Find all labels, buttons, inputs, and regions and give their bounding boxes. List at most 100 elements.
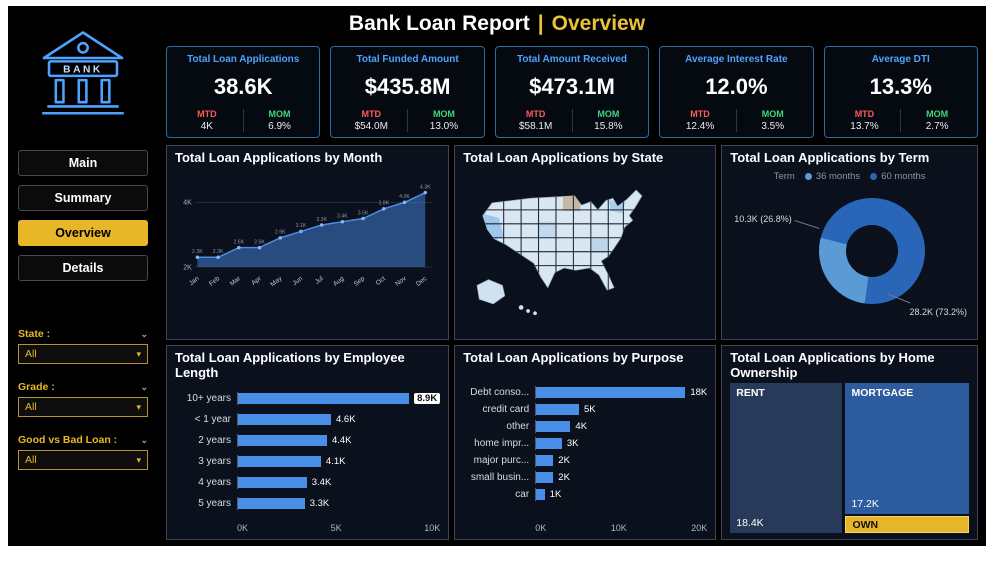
state-north-central[interactable] — [563, 195, 581, 211]
bar[interactable] — [536, 472, 554, 484]
bar-value-label: 3K — [566, 438, 579, 450]
svg-text:May: May — [269, 275, 284, 289]
us-mainland[interactable] — [482, 189, 643, 291]
bar[interactable] — [238, 456, 321, 468]
legend-item-36-months[interactable]: 36 months — [804, 170, 861, 182]
state-southeast[interactable] — [591, 238, 608, 253]
bar-category-label: home impr... — [474, 438, 530, 450]
bar[interactable] — [536, 404, 579, 416]
panel-loan-by-purpose: Total Loan Applications by Purpose Debt … — [454, 345, 717, 540]
chevron-down-icon[interactable]: ⌄ — [140, 434, 148, 445]
panel-loan-by-month: Total Loan Applications by Month 2K 4K 2.3… — [166, 145, 450, 340]
bar[interactable] — [238, 498, 305, 510]
bar[interactable] — [536, 438, 562, 450]
chart-title: Total Loan Applications by Employee Leng… — [175, 350, 405, 380]
sidebar-item-summary[interactable]: Summary — [18, 185, 148, 211]
svg-text:Jul: Jul — [314, 275, 325, 286]
treemap-node-own[interactable]: OWN — [845, 516, 969, 533]
kpi-average-dti[interactable]: Average DTI 13.3% MTD 13.7% MOM 2.7% — [823, 46, 978, 138]
chevron-down-icon: ▾ — [136, 401, 141, 412]
filter-grade-dropdown[interactable]: All ▾ — [18, 397, 148, 417]
kpi-average-interest-rate[interactable]: Average Interest Rate 12.0% MTD 12.4% MOM… — [659, 46, 814, 138]
svg-text:3.8K: 3.8K — [378, 201, 389, 207]
filter-state-header: State : ⌄ — [18, 328, 148, 340]
bar[interactable] — [536, 489, 545, 501]
bar-row: Debt conso... 18K — [463, 386, 707, 400]
chart-title: Total Loan Applications by Home Ownershi… — [730, 350, 935, 380]
x-tick: 20K — [691, 523, 708, 533]
panel-loan-by-state: Total Loan Applications by State — [454, 145, 717, 340]
bar[interactable] — [536, 421, 571, 433]
bar[interactable] — [238, 414, 331, 426]
state-alaska[interactable] — [476, 279, 506, 305]
state-hawaii[interactable] — [518, 305, 538, 316]
main-content: Total Loan Applications 38.6K MTD 4K MOM 6… — [158, 6, 986, 546]
bar-category-label: major purc... — [473, 455, 530, 467]
svg-text:4K: 4K — [183, 200, 192, 207]
legend-dot-icon — [870, 172, 878, 180]
kpi-title: Total Funded Amount — [356, 54, 459, 65]
bar-track: 18K — [535, 386, 707, 400]
chart-title: Total Loan Applications by State — [463, 150, 664, 165]
bar[interactable] — [536, 387, 686, 399]
state-midwest[interactable] — [537, 221, 557, 238]
legend-label: 36 months — [815, 170, 861, 182]
bar-row: home impr... 3K — [463, 437, 707, 451]
bar-value-label: 3.3K — [309, 498, 330, 510]
us-choropleth-map[interactable] — [463, 168, 707, 333]
filter-grade-label: Grade : — [18, 381, 55, 393]
legend-dot-icon — [804, 172, 812, 180]
x-tick: 10K — [610, 523, 627, 533]
svg-text:2.9K: 2.9K — [275, 230, 286, 236]
mtd-value: $58.1M — [518, 121, 553, 132]
legend-item-60-months[interactable]: 60 months — [870, 171, 926, 182]
chevron-down-icon[interactable]: ⌄ — [140, 328, 148, 339]
month-area-chart[interactable]: 2K 4K 2.3K Jan 2.3K Feb 2.6K Mar 2.6K Apr 2.9K May 3… — [175, 168, 440, 333]
bar-value-label: 4.4K — [331, 435, 352, 447]
kpi-title: Total Loan Applications — [187, 54, 300, 65]
sidebar-item-main[interactable]: Main — [18, 150, 148, 176]
filter-state-dropdown[interactable]: All ▾ — [18, 344, 148, 364]
bank-logo: BANK — [8, 16, 158, 134]
svg-text:3.1K: 3.1K — [296, 223, 307, 229]
bar[interactable] — [238, 477, 307, 489]
sidebar-item-details[interactable]: Details — [18, 255, 148, 281]
bar-row: 4 years 3.4K — [175, 476, 440, 490]
filter-pane: State : ⌄ All ▾ Grade : ⌄ All ▾ — [18, 328, 148, 487]
svg-text:2.3K: 2.3K — [213, 249, 224, 255]
slice-label-36-months: 10.3K (26.8%) — [734, 213, 792, 224]
svg-text:3.5K: 3.5K — [358, 210, 369, 216]
kpi-total-amount-received[interactable]: Total Amount Received $473.1M MTD $58.1M … — [494, 46, 650, 138]
bar[interactable] — [536, 455, 554, 467]
bar-category-label: < 1 year — [194, 414, 231, 426]
bar-value-label: 1K — [549, 489, 562, 501]
sidebar-item-overview[interactable]: Overview — [18, 220, 148, 246]
bar[interactable] — [238, 435, 327, 447]
bar-category-label: 2 years — [198, 435, 231, 447]
kpi-total-loan-applications[interactable]: Total Loan Applications 38.6K MTD 4K MOM 6… — [166, 46, 321, 138]
mtd-value: $54.0M — [354, 121, 388, 132]
filter-grade: Grade : ⌄ All ▾ — [18, 381, 148, 417]
svg-text:Mar: Mar — [229, 275, 243, 288]
filter-good-bad-loan-dropdown[interactable]: All ▾ — [18, 450, 148, 470]
svg-text:Jun: Jun — [291, 275, 304, 287]
bar-track: 3.3K — [237, 497, 440, 511]
bar-row: 3 years 4.1K — [175, 455, 440, 469]
chevron-down-icon[interactable]: ⌄ — [140, 381, 148, 392]
panel-loan-by-employee-length: Total Loan Applications by Employee Leng… — [166, 345, 450, 540]
x-tick: 0K — [535, 523, 547, 533]
kpi-value: 38.6K — [213, 74, 273, 99]
svg-text:Nov: Nov — [394, 275, 408, 288]
bar[interactable] — [238, 393, 410, 405]
mom-label: MOM — [268, 109, 291, 119]
kpi-title: Average Interest Rate — [685, 54, 788, 65]
mtd-label: MTD — [525, 109, 546, 119]
kpi-value: 12.0% — [705, 74, 768, 99]
home-ownership-treemap: RENT 18.4K MORTGAGE 17.2K OWN — [730, 382, 969, 533]
kpi-total-funded-amount[interactable]: Total Funded Amount $435.8M MTD $54.0M MO… — [330, 46, 485, 138]
bar-category-label: 3 years — [198, 456, 231, 468]
treemap-node-mortgage[interactable]: MORTGAGE 17.2K — [845, 382, 969, 514]
mom-label: MOM — [926, 109, 949, 119]
state-california[interactable] — [482, 213, 504, 241]
treemap-node-rent[interactable]: RENT 18.4K — [730, 382, 843, 533]
